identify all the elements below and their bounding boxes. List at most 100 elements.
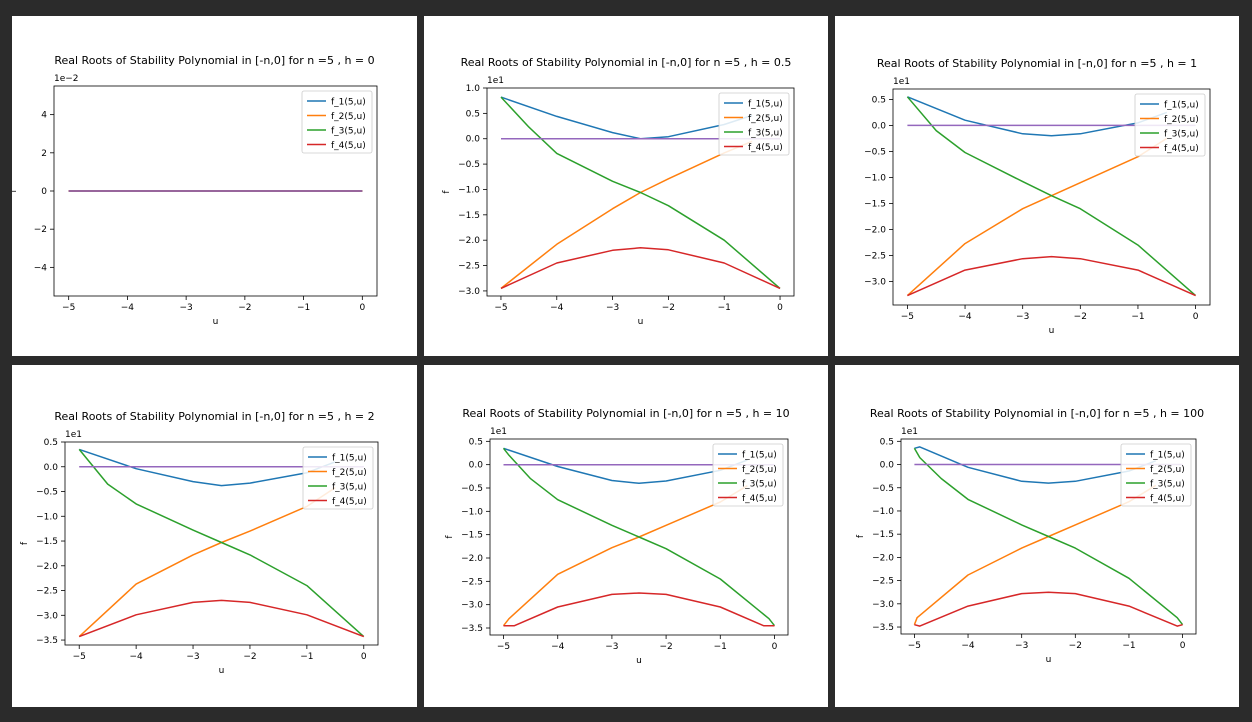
series-line-2 [78,486,336,638]
legend-label: f_1(5,u) [1150,451,1185,461]
y-tick-label: 0 [41,187,47,197]
x-axis-label: u [1049,326,1055,336]
chart-svg: Real Roots of Stability Polynomial in [-… [442,56,795,327]
chart-panel-h100: Real Roots of Stability Polynomial in [-… [835,365,1239,707]
y-tick-label: −2.0 [458,236,480,246]
x-tick-label: −4 [961,641,975,651]
series-line-1 [907,96,1168,137]
x-tick-label: 0 [1180,641,1186,651]
series-line-4 [907,255,1196,297]
legend-label: f_2(5,u) [748,114,783,124]
legend-label: f_1(5,u) [748,100,783,110]
series-line-4 [78,599,365,638]
x-tick-label: −3 [1016,312,1029,322]
legend-label: f_4(5,u) [332,497,367,507]
legend-label: f_2(5,u) [1150,465,1185,475]
legend-label: f_4(5,u) [331,141,366,151]
y-tick-label: 0.5 [466,109,480,119]
y-tick-label: −3.0 [864,278,886,288]
legend-label: f_2(5,u) [332,468,367,478]
axis-offset-text: 1e1 [893,77,910,87]
x-axis-label: u [213,317,219,327]
y-tick-label: −3.5 [461,624,483,634]
x-tick-label: −1 [1122,641,1135,651]
series-line-1 [914,446,1157,484]
legend: f_1(5,u) f_2(5,u) f_3(5,u) f_4(5,u) [1120,443,1192,507]
y-tick-label: −1.5 [872,530,894,540]
y-tick-label: −2.5 [36,587,58,597]
legend-label: f_2(5,u) [1164,115,1199,125]
y-axis-label: f [12,189,19,193]
y-tick-label: 0.0 [469,461,484,471]
x-tick-label: −1 [714,642,727,652]
axis-offset-text: 1e−2 [54,74,79,84]
chart-title: Real Roots of Stability Polynomial in [-… [870,407,1204,420]
axis-offset-text: 1e1 [490,427,507,437]
y-tick-label: −2.0 [872,553,894,563]
series-line-2 [502,485,748,627]
x-tick-label: −2 [243,652,256,662]
y-tick-label: −2 [34,225,47,235]
x-tick-label: 0 [1193,312,1199,322]
y-tick-label: 0.5 [880,437,894,447]
series-line-3 [500,96,781,289]
y-tick-label: 1.0 [466,84,481,94]
chart-svg: Real Roots of Stability Polynomial in [-… [856,407,1204,665]
y-axis-label: f [20,541,30,545]
y-tick-label: 0.5 [44,438,58,448]
legend-label: f_1(5,u) [331,98,366,108]
series-line-1 [503,447,748,485]
series-line-3 [78,448,365,638]
chart-title: Real Roots of Stability Polynomial in [-… [54,410,374,423]
legend-label: f_3(5,u) [748,129,783,139]
legend-label: f_1(5,u) [332,454,367,464]
series-line-2 [913,484,1157,625]
y-tick-label: −3.5 [872,623,894,633]
chart-title: Real Roots of Stability Polynomial in [-… [461,56,792,69]
y-tick-label: 0.5 [872,95,886,105]
series-line-4 [500,247,781,290]
plot-frame [892,88,1211,306]
legend-label: f_3(5,u) [742,480,777,490]
y-tick-label: −1.5 [36,537,58,547]
chart-svg: Real Roots of Stability Polynomial in [-… [864,57,1211,336]
legend-label: f_4(5,u) [748,143,783,153]
legend-label: f_3(5,u) [331,127,366,137]
y-tick-label: 0.0 [44,463,59,473]
plot-frame [64,441,379,646]
axis-offset-text: 1e1 [901,427,918,437]
y-tick-label: −2.0 [864,226,886,236]
legend-label: f_4(5,u) [1150,494,1185,504]
y-tick-label: −3.5 [36,636,58,646]
chart-panel-h0: Real Roots of Stability Polynomial in [-… [12,16,417,356]
chart-title: Real Roots of Stability Polynomial in [-… [462,407,789,420]
legend: f_1(5,u) f_2(5,u) f_3(5,u) f_4(5,u) [712,443,784,507]
x-axis-label: u [1046,655,1052,665]
y-tick-label: −1.5 [461,531,483,541]
x-tick-label: −2 [662,303,675,313]
series-line-4 [503,592,775,627]
x-axis-label: u [636,656,642,666]
y-tick-label: −2.5 [461,577,483,587]
y-tick-label: −0.5 [461,484,483,494]
x-tick-label: −4 [958,312,972,322]
x-axis-label: u [219,666,225,676]
x-tick-label: −4 [551,642,565,652]
chart-panel-h1: Real Roots of Stability Polynomial in [-… [835,16,1239,356]
chart-panel-h0.5: Real Roots of Stability Polynomial in [-… [424,16,828,356]
y-tick-label: 0.0 [466,135,481,145]
x-axis-label: u [638,317,644,327]
x-tick-label: −1 [1131,312,1144,322]
series-line-3 [906,96,1197,297]
x-tick-label: −5 [62,303,75,313]
legend: f_1(5,u) f_2(5,u) f_3(5,u) f_4(5,u) [302,446,374,510]
y-axis-label: f [442,190,452,194]
x-tick-label: 0 [772,642,778,652]
y-axis-label: f [445,535,455,539]
x-tick-label: −5 [73,652,86,662]
x-tick-label: −3 [606,303,619,313]
y-tick-label: −2.5 [864,252,886,262]
y-tick-label: −2.5 [872,577,894,587]
y-tick-label: −0.5 [36,488,58,498]
